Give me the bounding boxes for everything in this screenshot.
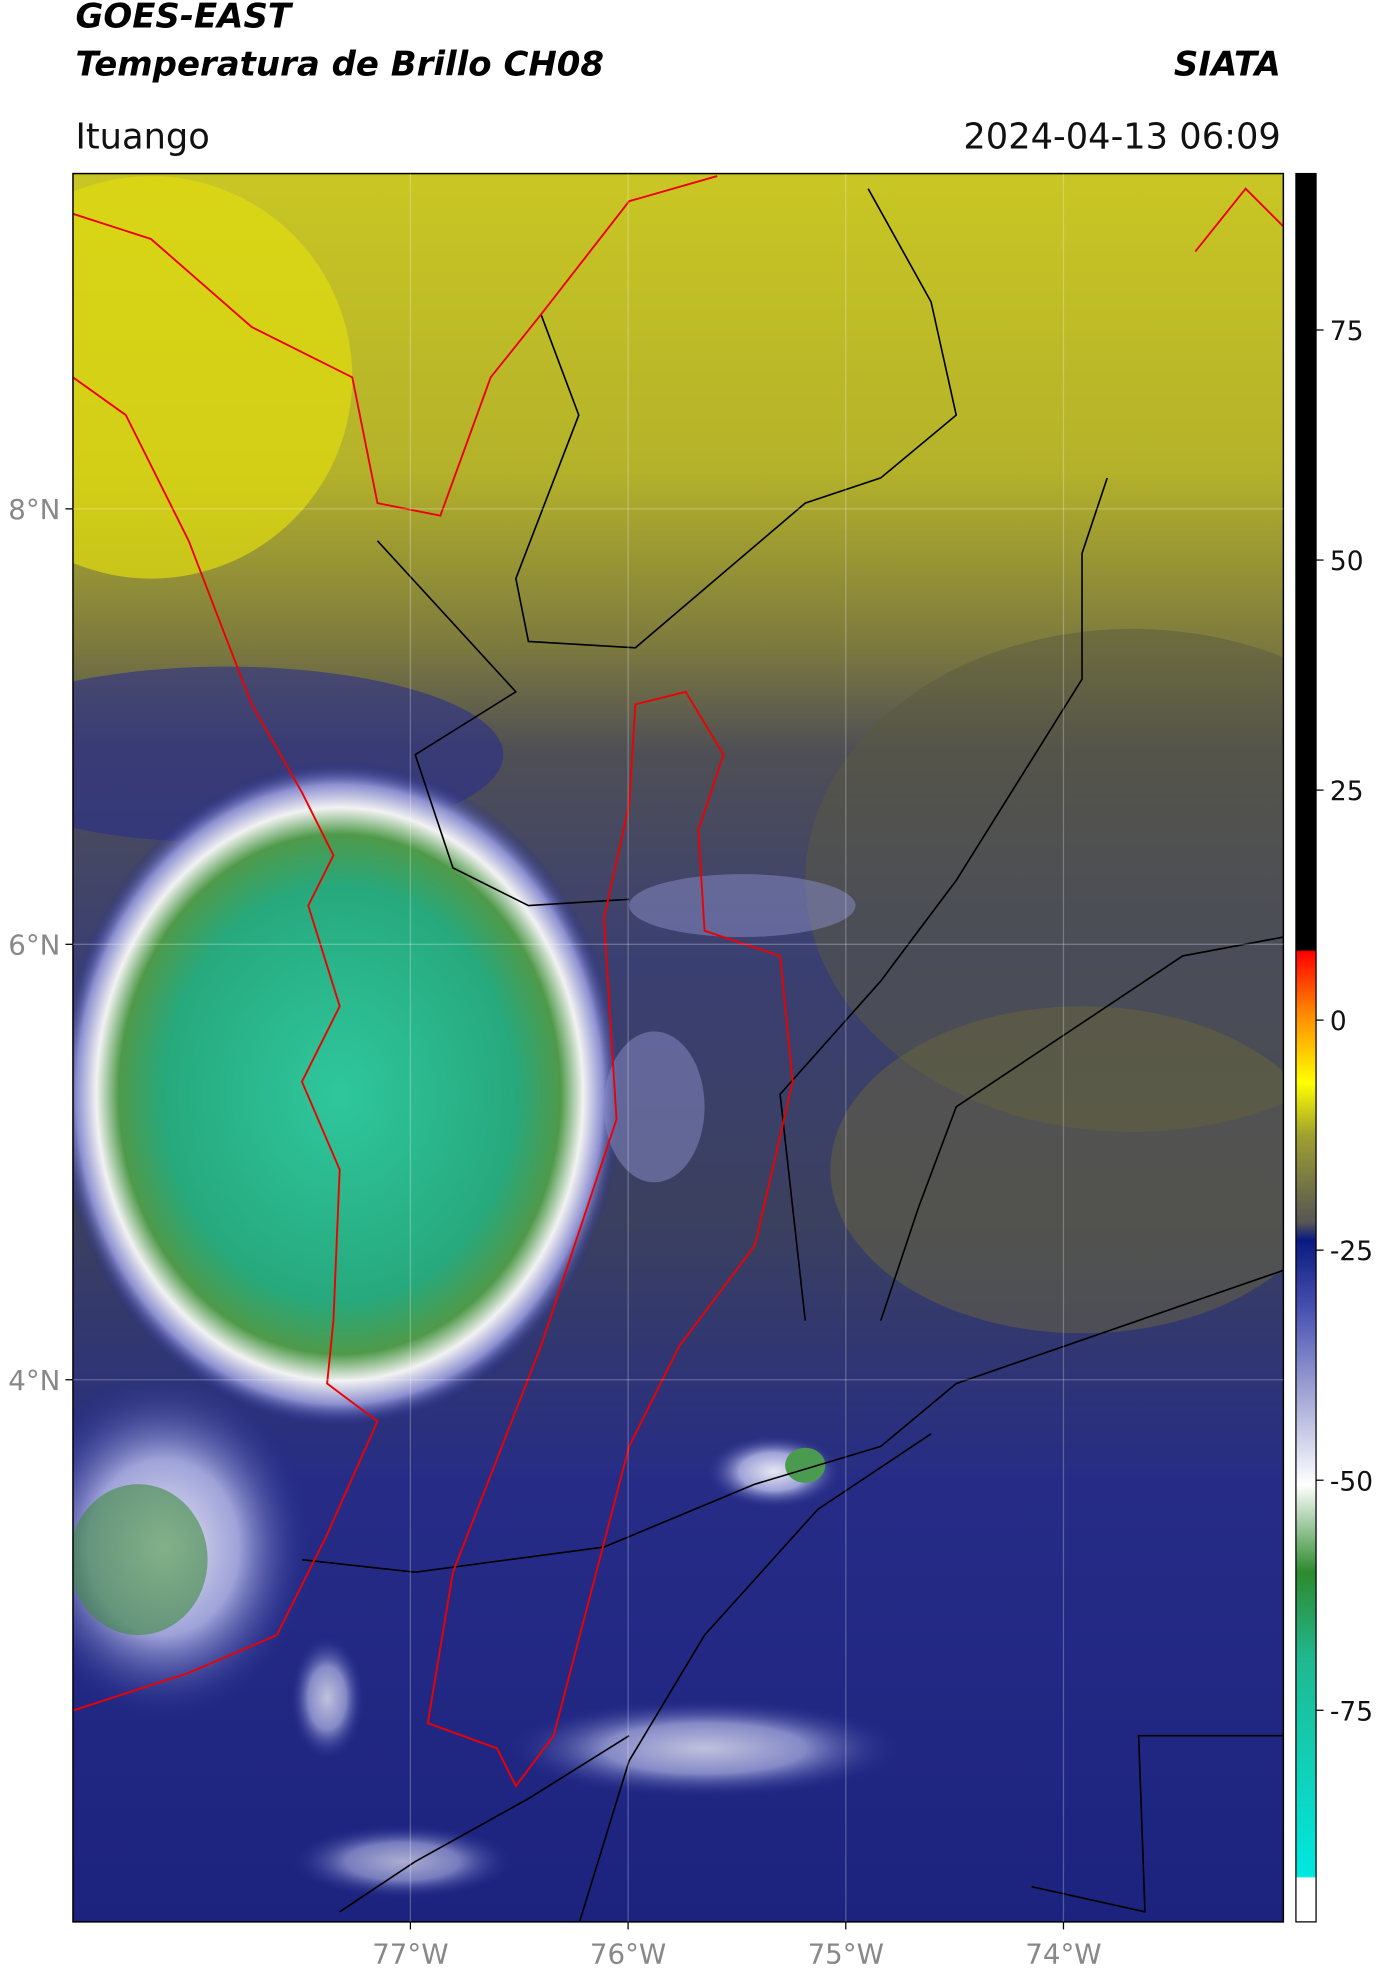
colorbar-tick-label: -25 bbox=[1330, 1236, 1373, 1267]
location: Ituango bbox=[75, 116, 209, 157]
datetime: 2024-04-13 06:09 bbox=[963, 116, 1280, 157]
x-tick-label: 76°W bbox=[590, 1937, 666, 1970]
colorbar-tick-label: 50 bbox=[1330, 546, 1364, 577]
map-frame bbox=[72, 172, 1285, 1923]
x-tick-label: 77°W bbox=[372, 1937, 448, 1970]
colorbar bbox=[1295, 172, 1317, 1923]
map-image bbox=[72, 173, 1284, 1922]
x-tick-label: 75°W bbox=[808, 1937, 884, 1970]
y-tick-label: 6°N bbox=[8, 928, 60, 961]
axes: 77°W 76°W 75°W 74°W 8°N 6°N 4°N 75 50 25 0 -25 -50 -7… bbox=[8, 173, 1373, 1970]
x-tick-label: 74°W bbox=[1025, 1937, 1101, 1970]
colorbar-tick-label: -75 bbox=[1330, 1696, 1373, 1727]
source: SIATA bbox=[1174, 44, 1281, 84]
subtitle: Temperatura de Brillo CH08 bbox=[75, 44, 604, 84]
colorbar-tick-label: 75 bbox=[1330, 316, 1364, 347]
title: GOES-EAST bbox=[75, 0, 293, 37]
y-tick-label: 8°N bbox=[8, 493, 60, 526]
colorbar-tick-label: -50 bbox=[1330, 1466, 1373, 1497]
colorbar-tick-label: 25 bbox=[1330, 776, 1364, 807]
colorbar-tick-label: 0 bbox=[1330, 1006, 1347, 1037]
y-tick-label: 4°N bbox=[8, 1364, 60, 1397]
